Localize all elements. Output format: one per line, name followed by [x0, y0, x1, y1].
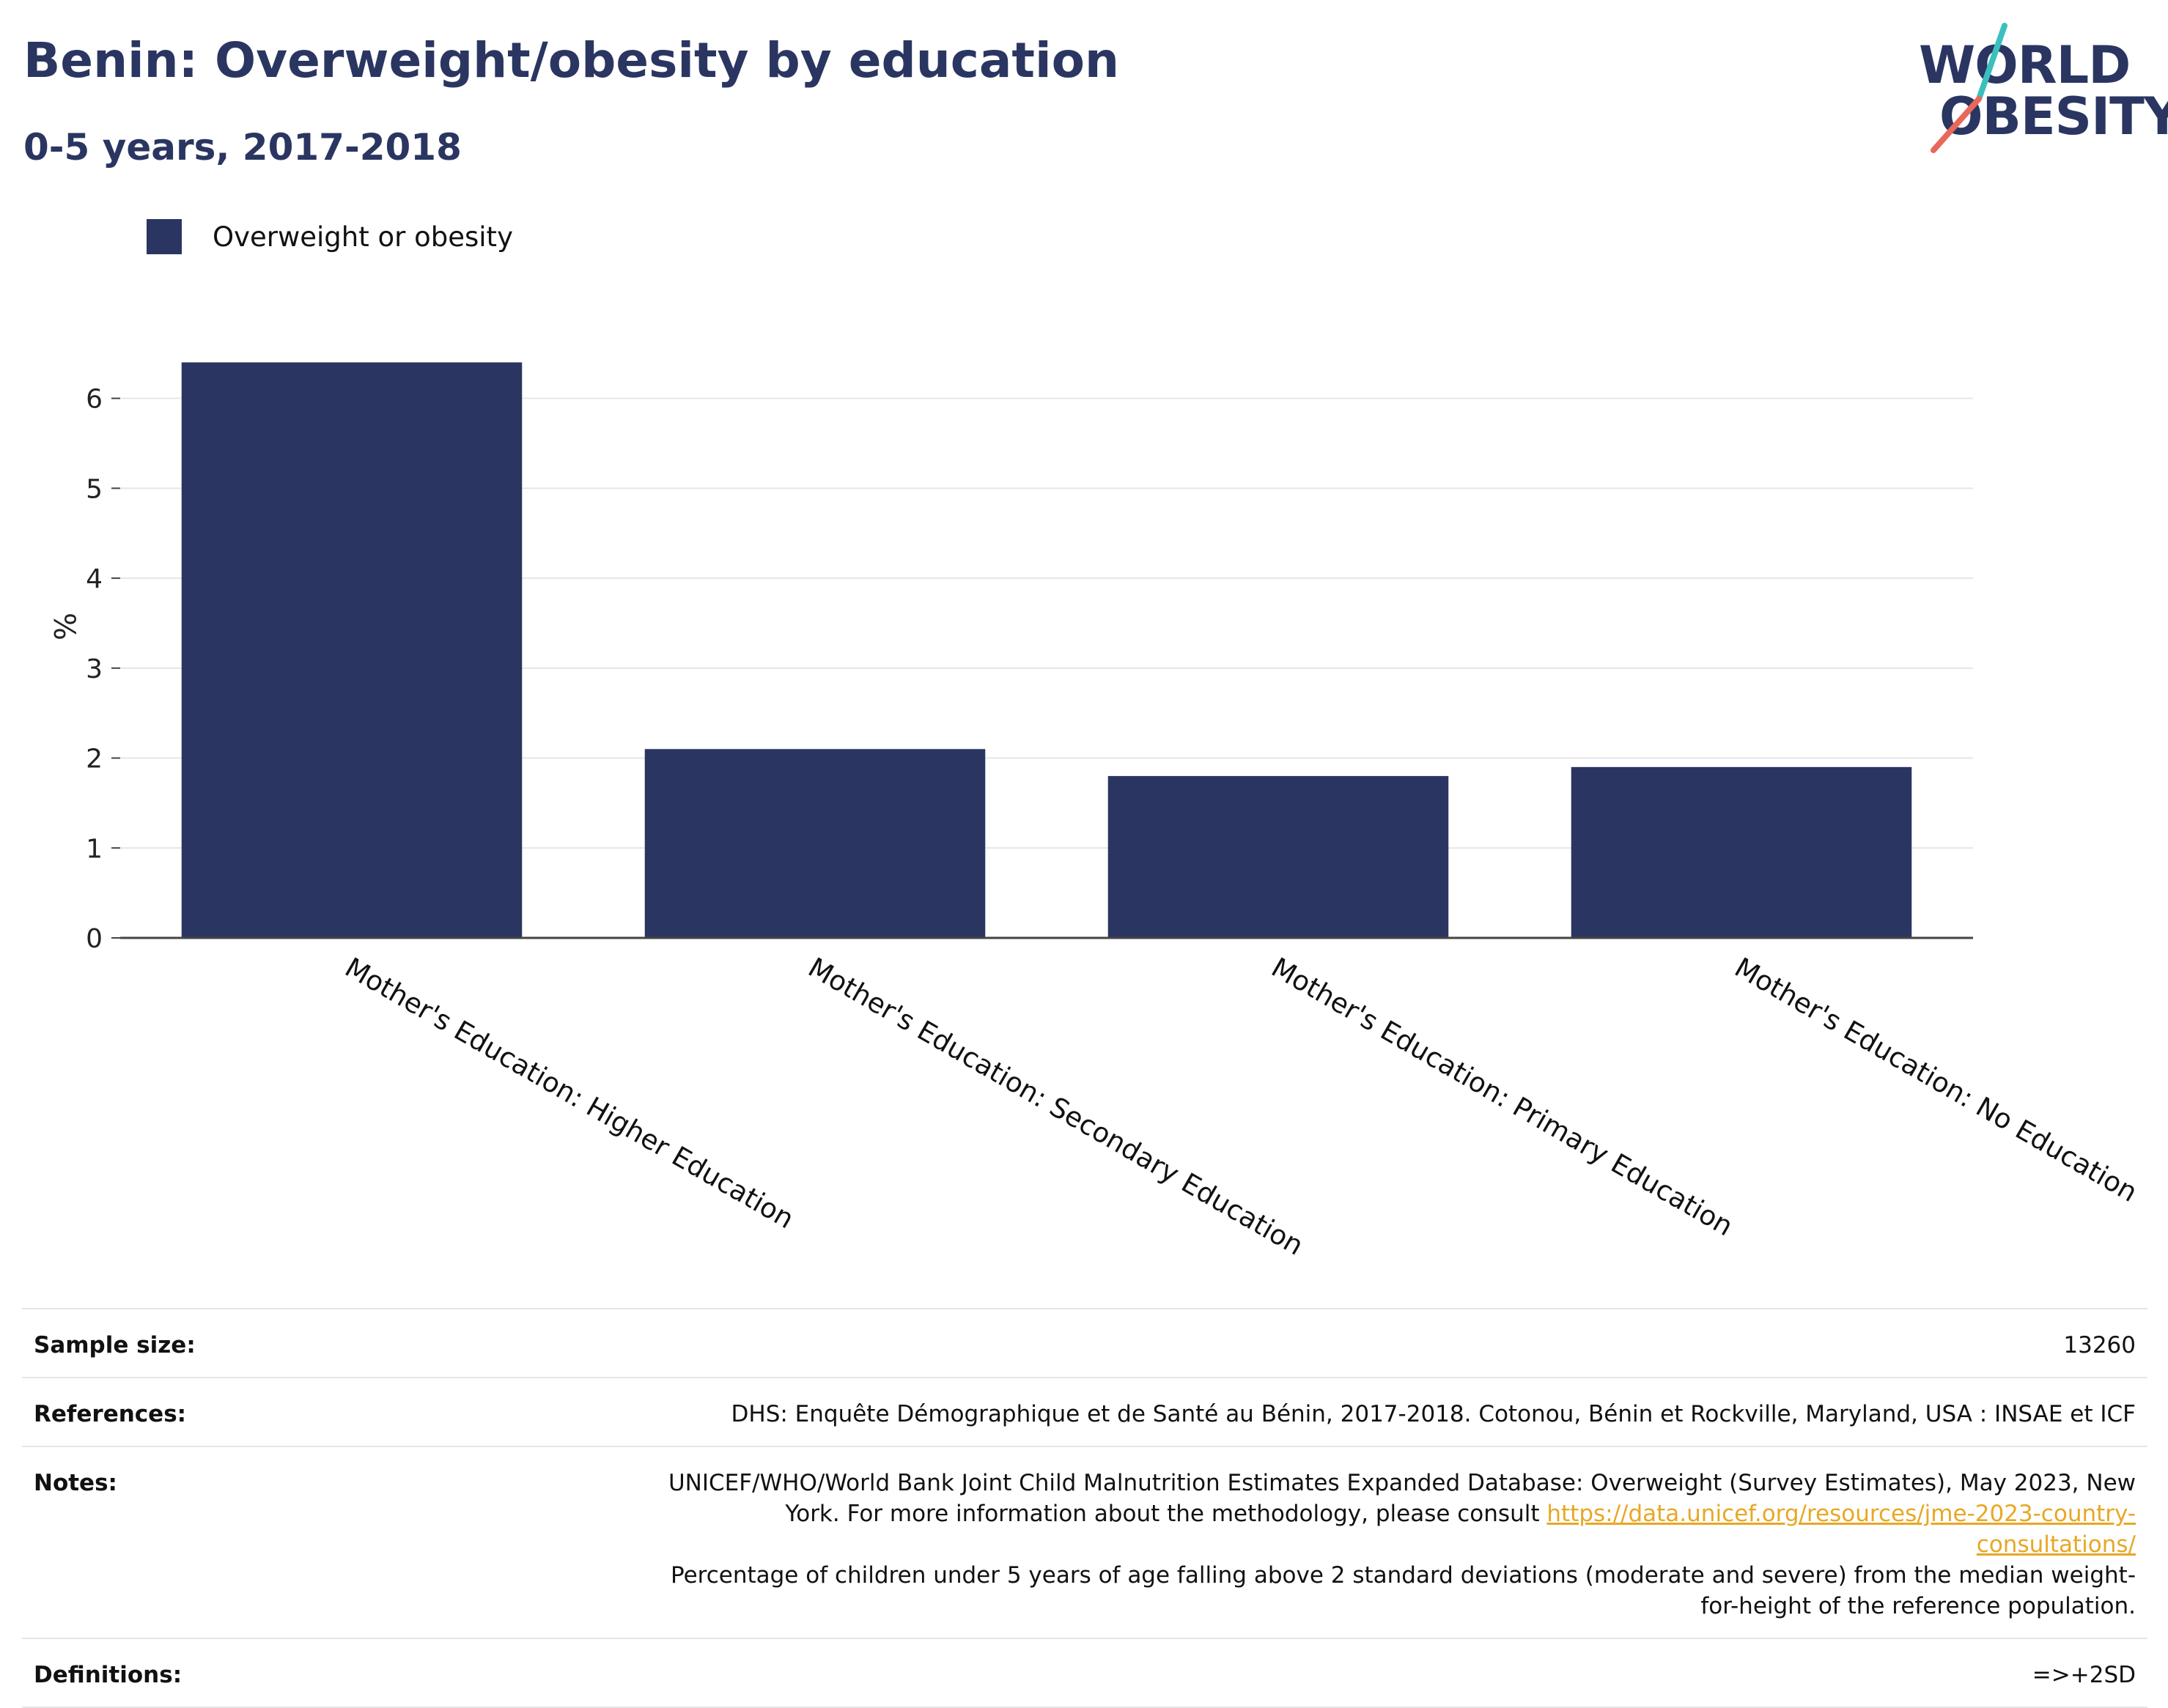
- chart-subtitle: 0-5 years, 2017-2018: [23, 126, 462, 169]
- y-tick-label: 6: [86, 385, 103, 415]
- logo-slash-coral: [1931, 96, 1982, 153]
- references-label: References:: [34, 1401, 187, 1427]
- y-tick-label: 3: [86, 654, 103, 684]
- logo-text-line1: WORLD: [1919, 35, 2131, 95]
- info-row-definitions: Definitions: =>+2SD: [22, 1638, 2147, 1708]
- chart-title: Benin: Overweight/obesity by education: [23, 32, 1119, 89]
- references-value: DHS: Enquête Démographique et de Santé a…: [731, 1401, 2136, 1427]
- y-tick-label: 5: [86, 474, 103, 504]
- notes-link[interactable]: https://data.unicef.org/resources/jme-20…: [1546, 1501, 2136, 1558]
- x-tick-label: Mother's Education: No Education: [1730, 952, 2143, 1208]
- notes-text-1: UNICEF/WHO/World Bank Joint Child Malnut…: [668, 1470, 2136, 1527]
- info-row-sample-size: Sample size: 13260: [22, 1308, 2147, 1377]
- legend-swatch: [147, 219, 182, 254]
- y-tick-label: 0: [86, 924, 103, 954]
- bar: [1571, 766, 1912, 938]
- sample-size-value: 13260: [2063, 1332, 2136, 1358]
- x-tick-label: Mother's Education: Secondary Education: [803, 952, 1309, 1262]
- logo-slash-teal: [1976, 23, 2007, 102]
- info-row-references: References: DHS: Enquête Démographique e…: [22, 1377, 2147, 1446]
- info-table: Sample size: 13260 References: DHS: Enqu…: [22, 1308, 2147, 1708]
- definitions-value: =>+2SD: [2032, 1662, 2136, 1688]
- world-obesity-logo: WORLD OBESITY: [1906, 22, 2168, 154]
- x-tick-label: Mother's Education: Higher Education: [340, 952, 800, 1235]
- y-tick-label: 1: [86, 834, 103, 864]
- y-tick-label: 2: [86, 744, 103, 774]
- sample-size-label: Sample size:: [34, 1332, 196, 1358]
- y-axis-label: %: [47, 613, 81, 640]
- bar: [1107, 776, 1449, 938]
- bar: [181, 362, 523, 939]
- x-tick-label: Mother's Education: Primary Education: [1266, 952, 1739, 1243]
- legend-label: Overweight or obesity: [213, 221, 513, 253]
- notes-text-2: Percentage of children under 5 years of …: [670, 1562, 2136, 1619]
- notes-value: UNICEF/WHO/World Bank Joint Child Malnut…: [633, 1468, 2136, 1622]
- logo-slash-icon: [1931, 23, 2007, 153]
- bar: [644, 749, 986, 938]
- bar-chart: 0 1 2 3 4 5 6% Mother's Education: Higher Educa…: [47, 362, 2143, 1262]
- legend[interactable]: Overweight or obesity: [147, 218, 513, 255]
- y-tick-label: 4: [86, 564, 103, 594]
- info-row-notes: Notes: UNICEF/WHO/World Bank Joint Child…: [22, 1446, 2147, 1638]
- notes-label: Notes:: [34, 1470, 117, 1496]
- definitions-label: Definitions:: [34, 1662, 182, 1688]
